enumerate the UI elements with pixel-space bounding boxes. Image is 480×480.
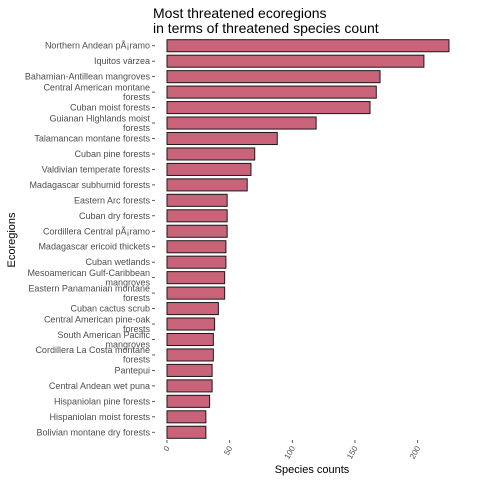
bar-2: [166, 70, 381, 84]
y-tick-label-15: Mesoamerican Gulf-Caribbean mangroves: [27, 268, 150, 288]
bar-10: [166, 193, 228, 207]
y-tick-label-6: Talamancan montane forests: [34, 134, 150, 144]
x-tick-label-0: 0: [162, 444, 172, 453]
bar-23: [166, 394, 211, 408]
bar-6: [166, 131, 278, 146]
bar-19: [166, 332, 214, 347]
bar-13: [166, 240, 227, 254]
y-tick-label-23: Hispaniolan pine forests: [54, 396, 151, 406]
y-tick-label-16: Eastern Panamanian montane forests: [28, 283, 150, 303]
bar-1: [166, 54, 425, 68]
y-tick-label-25: Bolivian montane dry forests: [36, 427, 150, 437]
bar-24: [166, 410, 207, 424]
y-tick-label-5: Guianan Highlands moist forests: [49, 113, 150, 133]
y-tick-label-4: Cuban moist forests: [70, 103, 151, 113]
bar-0: [166, 39, 450, 53]
bar-22: [166, 379, 213, 393]
bar-12: [166, 224, 228, 238]
y-tick-label-3: Central American montane forests: [43, 82, 150, 102]
x-tick-label-4: 200: [408, 444, 423, 461]
bar-5: [166, 116, 317, 130]
bar-15: [166, 271, 226, 285]
x-axis: 0 50 100 150 200: [162, 440, 423, 461]
y-tick-label-17: Cuban cactus scrub: [70, 304, 150, 314]
y-tick-label-18: Central American pine-oak forests: [44, 314, 151, 334]
y-tick-label-13: Madagascar ericoid thickets: [38, 242, 150, 252]
y-tick-label-2: Bahamian-Antillean mangroves: [25, 72, 151, 82]
y-tick-label-19: South American Pacific mangroves: [57, 330, 150, 350]
y-tick-label-24: Hispaniolan moist forests: [49, 412, 150, 422]
chart-title-line-2: in terms of threatened species count: [153, 20, 379, 36]
x-tick-label-3: 150: [345, 444, 360, 461]
y-tick-label-22: Central Andean wet puna: [49, 381, 150, 391]
y-tick-label-21: Pantepui: [114, 365, 150, 375]
y-tick-label-12: Cordillera Central pÃ¡ramo: [43, 226, 150, 236]
bar-7: [166, 147, 256, 161]
bar-25: [166, 425, 207, 439]
bar-14: [166, 255, 227, 269]
bar-11: [166, 209, 228, 223]
y-tick-label-1: Iquitos várzea: [94, 56, 150, 66]
chart-title-line-1: Most threatened ecoregions: [153, 5, 327, 21]
y-tick-label-14: Cuban wetlands: [85, 257, 150, 267]
y-tick-label-0: Northern Andean pÃ¡ramo: [45, 41, 150, 51]
bar-17: [166, 302, 219, 316]
y-axis-label: Ecoregions: [6, 212, 18, 268]
y-tick-labels: Northern Andean pÃ¡ramo Iquitos várzea Bah…: [25, 41, 155, 437]
bar-group: [166, 39, 450, 439]
bar-9: [166, 178, 248, 192]
bar-21: [166, 363, 213, 377]
y-tick-label-9: Madagascar subhumid forests: [29, 180, 150, 190]
y-tick-label-20: Cordillera La Costa montane forests: [35, 345, 150, 365]
x-tick-label-1: 50: [222, 444, 235, 457]
bar-4: [166, 101, 371, 115]
y-tick-label-7: Cuban pine forests: [74, 149, 150, 159]
bar-8: [166, 162, 252, 176]
x-axis-label: Species counts: [275, 464, 350, 476]
bar-20: [166, 348, 214, 362]
bar-3: [166, 85, 377, 99]
y-tick-label-10: Eastern Arc forests: [74, 195, 151, 205]
y-tick-label-8: Valdivian temperate forests: [42, 164, 151, 174]
x-tick-label-2: 100: [283, 444, 298, 461]
y-tick-label-11: Cuban dry forests: [79, 211, 151, 221]
bar-16: [166, 286, 226, 300]
bar-18: [166, 317, 216, 331]
